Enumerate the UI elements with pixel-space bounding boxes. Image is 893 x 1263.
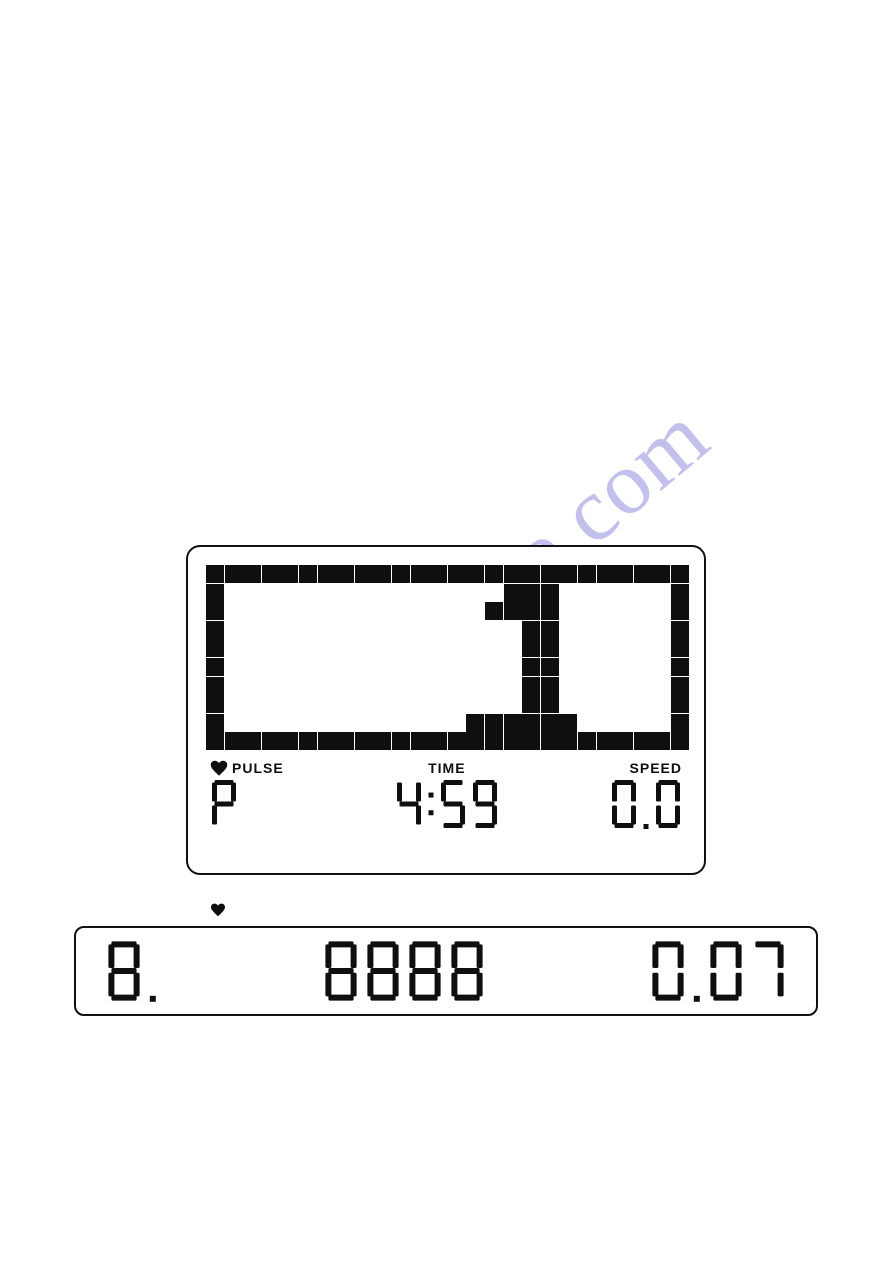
speed-readout: SPEED bbox=[610, 760, 682, 830]
heart-icon bbox=[210, 903, 226, 917]
pulse-value bbox=[210, 778, 238, 830]
heart-icon bbox=[210, 760, 228, 776]
pulse-readout: PULSE bbox=[210, 760, 284, 830]
lower-lcd-panel bbox=[74, 926, 818, 1016]
dot-matrix-display bbox=[206, 565, 689, 750]
upper-lcd-panel: PULSE TIME SPEED bbox=[186, 545, 706, 875]
speed-value bbox=[610, 778, 682, 830]
time-readout: TIME bbox=[395, 760, 499, 830]
lower-right-value bbox=[650, 939, 786, 1003]
lower-center-value bbox=[323, 939, 485, 1003]
pulse-label-row: PULSE bbox=[210, 760, 284, 776]
pulse-label: PULSE bbox=[232, 760, 284, 776]
readout-row: PULSE TIME SPEED bbox=[206, 760, 686, 830]
speed-label: SPEED bbox=[630, 760, 682, 776]
page: manualshive.com PULSE TIME SPEED bbox=[0, 0, 893, 1263]
lower-left-value bbox=[106, 939, 158, 1003]
time-value bbox=[395, 778, 499, 830]
time-label: TIME bbox=[428, 760, 465, 776]
